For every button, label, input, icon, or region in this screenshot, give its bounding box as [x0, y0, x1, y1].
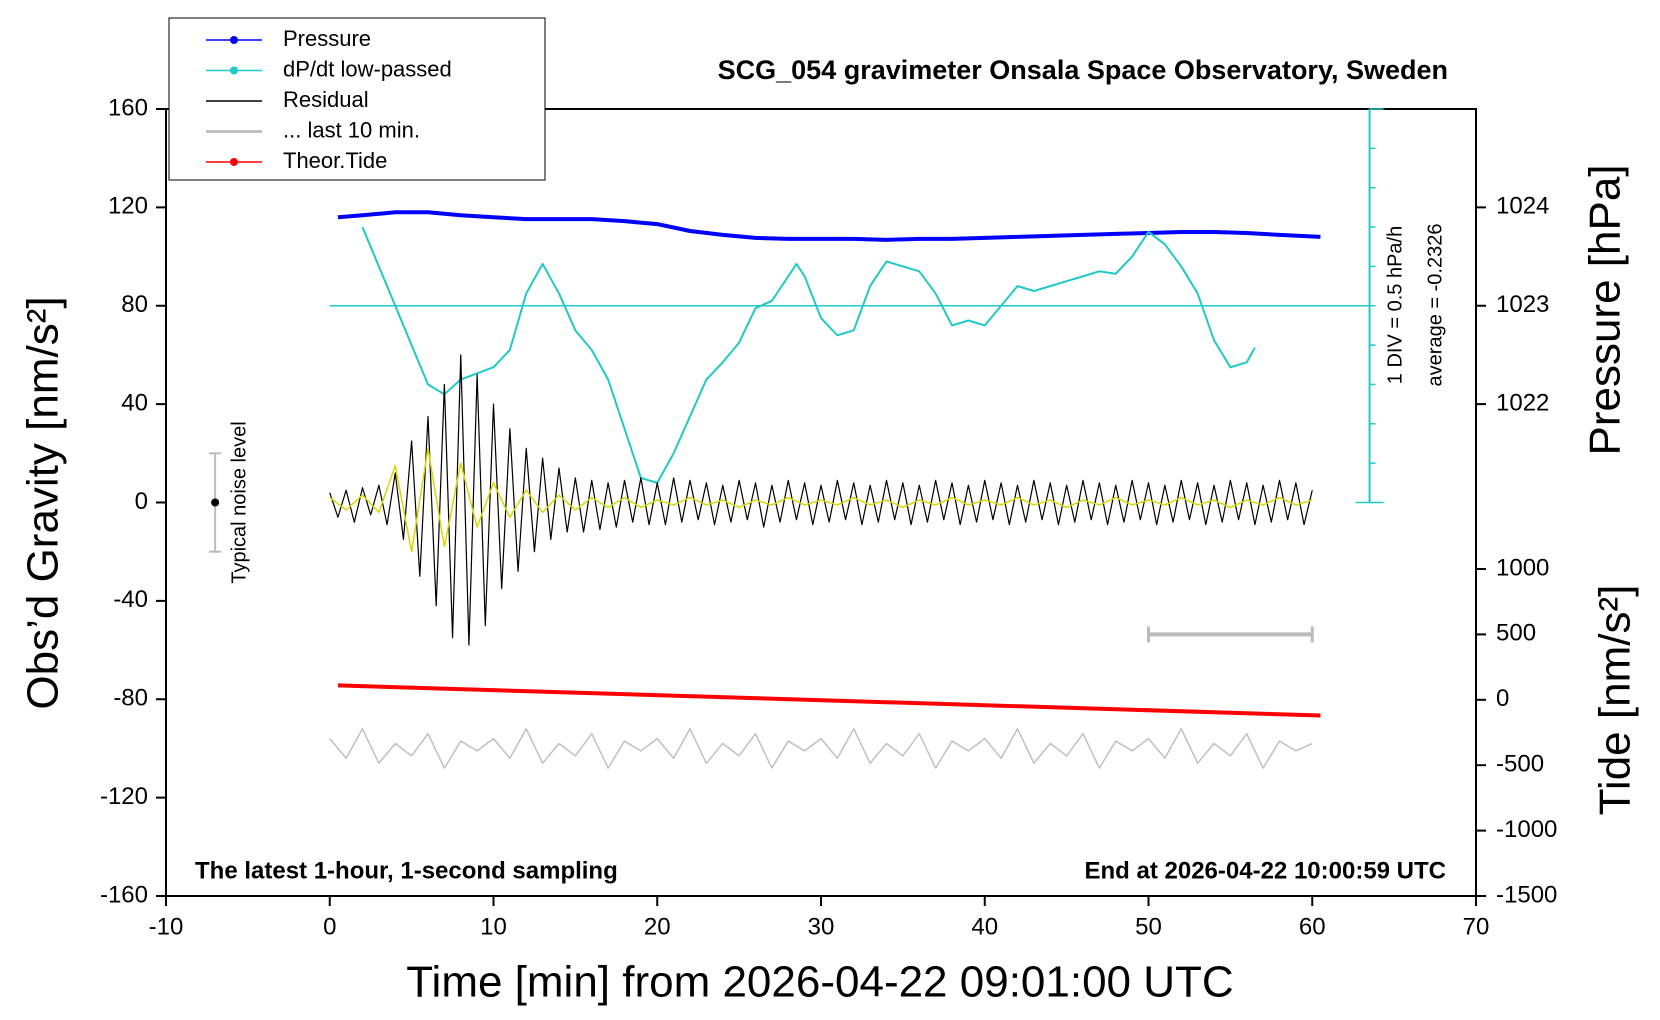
y3-tick-label: -500	[1496, 751, 1544, 778]
legend: Pressure dP/dt low-passed Residual ... last…	[168, 17, 546, 181]
y2-tick-label: 1022	[1496, 389, 1549, 416]
noise-label: Typical noise level	[228, 421, 250, 583]
x-tick-label: 70	[1463, 913, 1490, 940]
y-tick-label: -80	[113, 685, 148, 712]
y-tick-label: 40	[121, 389, 148, 416]
y3-tick-label: 0	[1496, 685, 1509, 712]
series-line	[329, 354, 1313, 646]
legend-label: Pressure	[283, 26, 371, 51]
x-tick-label: 40	[971, 913, 998, 940]
legend-label: Residual	[283, 87, 369, 112]
y3-tick-label: -1000	[1496, 816, 1557, 843]
series-line	[361, 226, 1256, 484]
legend-label: Theor.Tide	[283, 148, 387, 173]
y-tick-label: 80	[121, 291, 148, 318]
legend-label: dP/dt low-passed	[283, 56, 452, 81]
y-tick-label: -160	[100, 881, 148, 908]
y-tick-label: 160	[108, 94, 148, 121]
y3-tick-label: 500	[1496, 620, 1536, 647]
x-tick-label: 30	[808, 913, 835, 940]
y-tick-label: -40	[113, 586, 148, 613]
series-line	[329, 728, 1313, 769]
y3-tick-label: -1500	[1496, 881, 1557, 908]
x-tick-label: 20	[644, 913, 671, 940]
plot-frame	[165, 108, 1477, 897]
x-tick-label: 0	[323, 913, 336, 940]
legend-box	[168, 17, 546, 181]
y-tick-label: -120	[100, 783, 148, 810]
series-line	[337, 210, 1321, 242]
annotation: 1 DIV = 0.5 hPa/h	[1384, 226, 1406, 384]
series-line	[329, 447, 1313, 553]
y-tick-label: 120	[108, 193, 148, 220]
y2-tick-label: 1024	[1496, 193, 1549, 220]
x-tick-label: 60	[1299, 913, 1326, 940]
y3-axis-label: Tide [nm/s²]	[1591, 585, 1640, 816]
legend-marker	[230, 66, 238, 75]
x-tick-label: 50	[1135, 913, 1162, 940]
y2-tick-label: 1023	[1496, 291, 1549, 318]
legend-marker	[230, 158, 238, 166]
legend-label: ... last 10 min.	[283, 117, 420, 142]
series-line	[337, 683, 1321, 718]
x-tick-label: 10	[480, 913, 507, 940]
y3-tick-label: 1000	[1496, 554, 1549, 581]
y-axis-label: Obs’d Gravity [nm/s²]	[19, 296, 68, 709]
y2-axis-label: Pressure [hPa]	[1581, 164, 1630, 455]
legend-marker	[230, 36, 238, 44]
annotation: End at 2026-04-22 10:00:59 UTC	[1085, 857, 1447, 884]
annotation: average = -0.2326	[1424, 224, 1446, 387]
noise-point	[211, 498, 220, 507]
y-tick-label: 0	[135, 488, 148, 515]
x-tick-label: -10	[149, 913, 184, 940]
chart-title: SCG_054 gravimeter Onsala Space Observat…	[718, 55, 1448, 85]
annotation: The latest 1-hour, 1-second sampling	[195, 857, 618, 884]
x-axis-label: Time [min] from 2026-04-22 09:01:00 UTC	[406, 958, 1233, 1007]
